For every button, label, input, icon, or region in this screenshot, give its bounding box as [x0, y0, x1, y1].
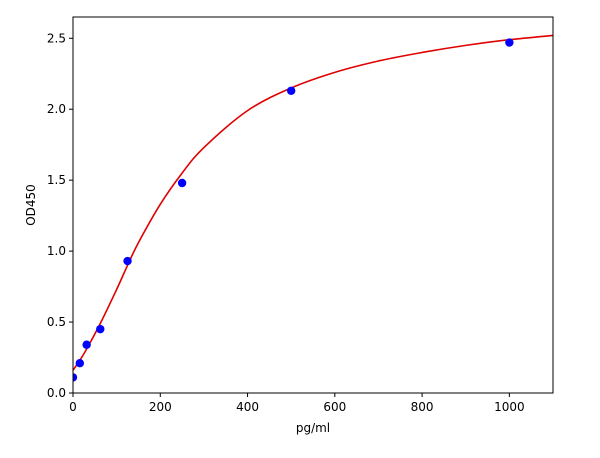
x-axis-label: pg/ml [296, 421, 330, 435]
y-tick-label: 2.5 [47, 31, 66, 45]
data-point [286, 86, 296, 95]
y-tick-label: 1.5 [47, 173, 66, 187]
x-tick-label: 1000 [494, 400, 525, 414]
y-tick-label: 2.0 [47, 102, 66, 116]
y-tick-label: 1.0 [47, 244, 66, 258]
x-tick-label: 400 [236, 400, 259, 414]
x-tick-label: 200 [149, 400, 172, 414]
fit-curve-line [73, 34, 553, 371]
y-axis: 0.0 0.5 1.0 1.5 2.0 2.5 [47, 31, 73, 400]
plot-area [73, 34, 553, 382]
data-point [75, 359, 85, 368]
x-tick-label: 600 [323, 400, 346, 414]
data-point [73, 373, 78, 382]
data-point [123, 256, 132, 266]
y-tick-label: 0.5 [47, 315, 66, 329]
data-point [505, 38, 514, 47]
x-tick-label: 800 [411, 400, 434, 414]
y-tick-label: 0.0 [47, 386, 66, 400]
plot-frame [72, 16, 554, 394]
x-axis: 0 200 400 600 800 1000 [69, 393, 525, 414]
y-axis-label: OD450 [24, 184, 38, 226]
x-tick-label: 0 [69, 400, 77, 414]
data-point [177, 178, 187, 188]
data-point [96, 324, 105, 334]
data-point [82, 340, 91, 349]
